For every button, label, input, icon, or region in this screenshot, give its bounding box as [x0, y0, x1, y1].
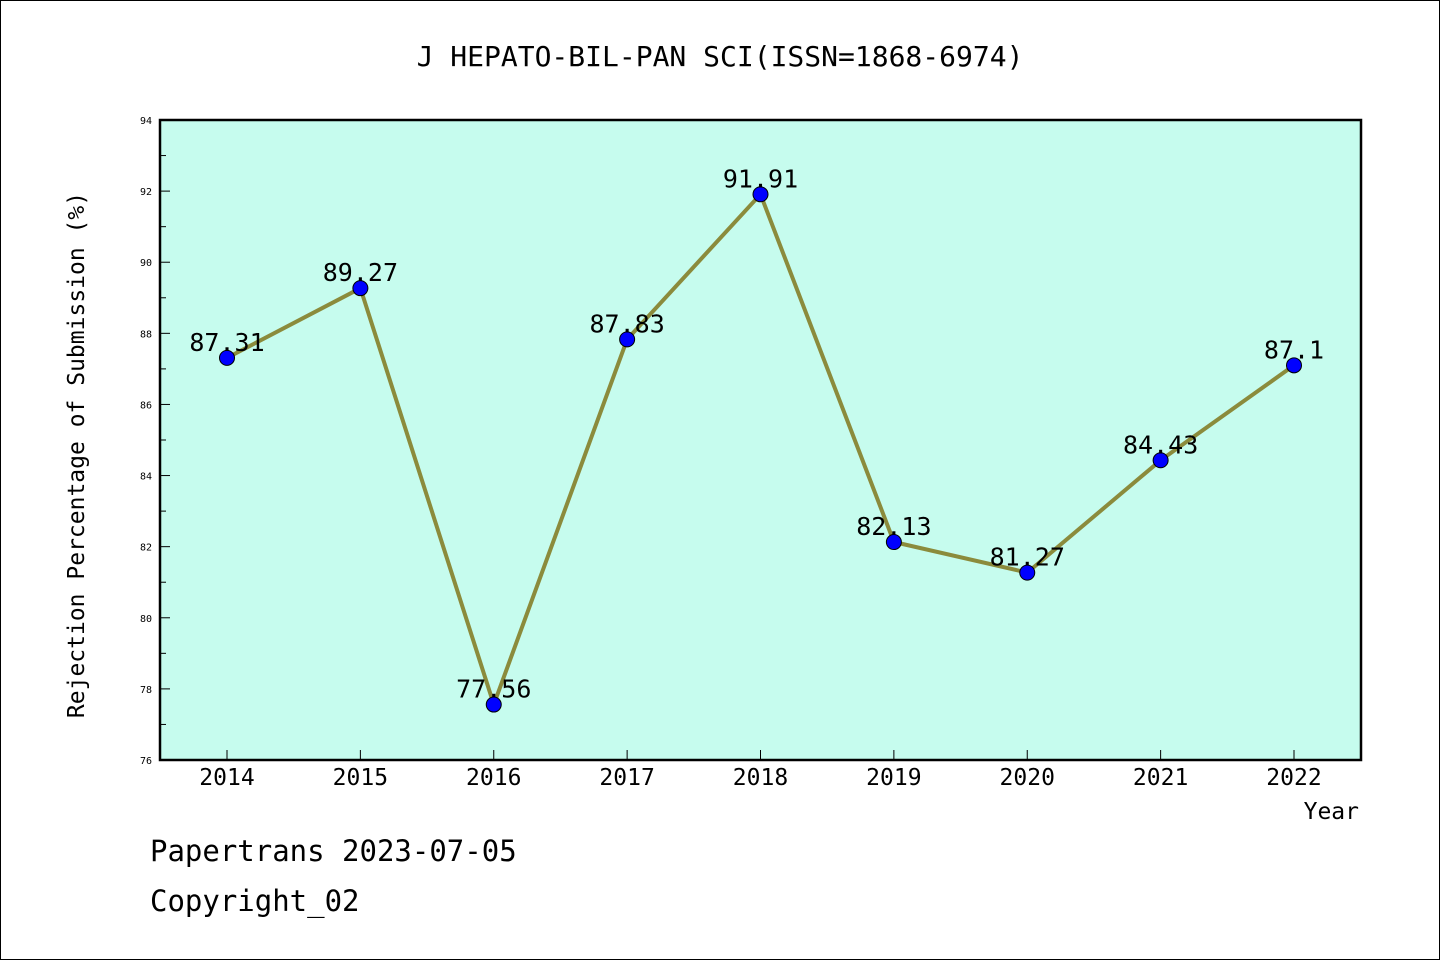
data-label: 87.31 — [189, 328, 264, 357]
x-tick-label: 2022 — [1266, 765, 1321, 791]
y-tick-label: 94 — [140, 116, 152, 127]
data-label: 91.91 — [723, 164, 798, 193]
y-tick-label: 76 — [140, 756, 152, 767]
data-point — [752, 186, 769, 203]
data-point — [1286, 357, 1302, 374]
x-tick-label: 2020 — [1000, 765, 1055, 791]
data-label: 87.1 — [1264, 335, 1324, 364]
data-label: 77.56 — [456, 675, 531, 704]
chart-title: J HEPATO-BIL-PAN SCI(ISSN=1868-6974) — [417, 40, 1024, 73]
data-point — [1152, 452, 1169, 469]
y-tick-label: 84 — [140, 472, 152, 483]
plot-area — [158, 118, 1363, 762]
footer-date: Papertrans 2023-07-05 — [150, 834, 517, 868]
data-label: 84.43 — [1123, 430, 1198, 459]
x-tick-label: 2015 — [333, 765, 388, 791]
data-label: 82.13 — [856, 512, 931, 541]
data-label: 87.83 — [589, 309, 664, 338]
y-tick-label: 82 — [140, 543, 152, 554]
y-tick-label: 86 — [140, 400, 152, 411]
x-axis-label: Year — [1304, 799, 1359, 825]
y-tick-label: 90 — [140, 258, 152, 269]
data-point — [219, 349, 235, 366]
y-tick-label: 92 — [140, 187, 152, 198]
data-point — [885, 534, 902, 551]
data-point — [352, 280, 369, 297]
y-tick-label: 78 — [140, 685, 152, 696]
x-tick-label: 2016 — [466, 765, 521, 791]
x-tick-label: 2017 — [599, 765, 654, 791]
y-tick-label: 80 — [140, 614, 152, 625]
y-tick-label: 88 — [140, 329, 152, 340]
data-point — [485, 696, 502, 713]
data-label: 89.27 — [323, 258, 398, 287]
x-tick-label: 2014 — [199, 765, 254, 791]
x-tick-label: 2018 — [733, 765, 788, 791]
data-point — [1019, 564, 1036, 581]
footer-copyright: Copyright_02 — [150, 884, 360, 918]
x-tick-label: 2021 — [1133, 765, 1188, 791]
data-label: 81.27 — [990, 543, 1065, 572]
x-tick-label: 2019 — [866, 765, 921, 791]
y-axis-label: Rejection Percentage of Submission (%) — [64, 192, 90, 718]
data-point — [619, 331, 636, 348]
